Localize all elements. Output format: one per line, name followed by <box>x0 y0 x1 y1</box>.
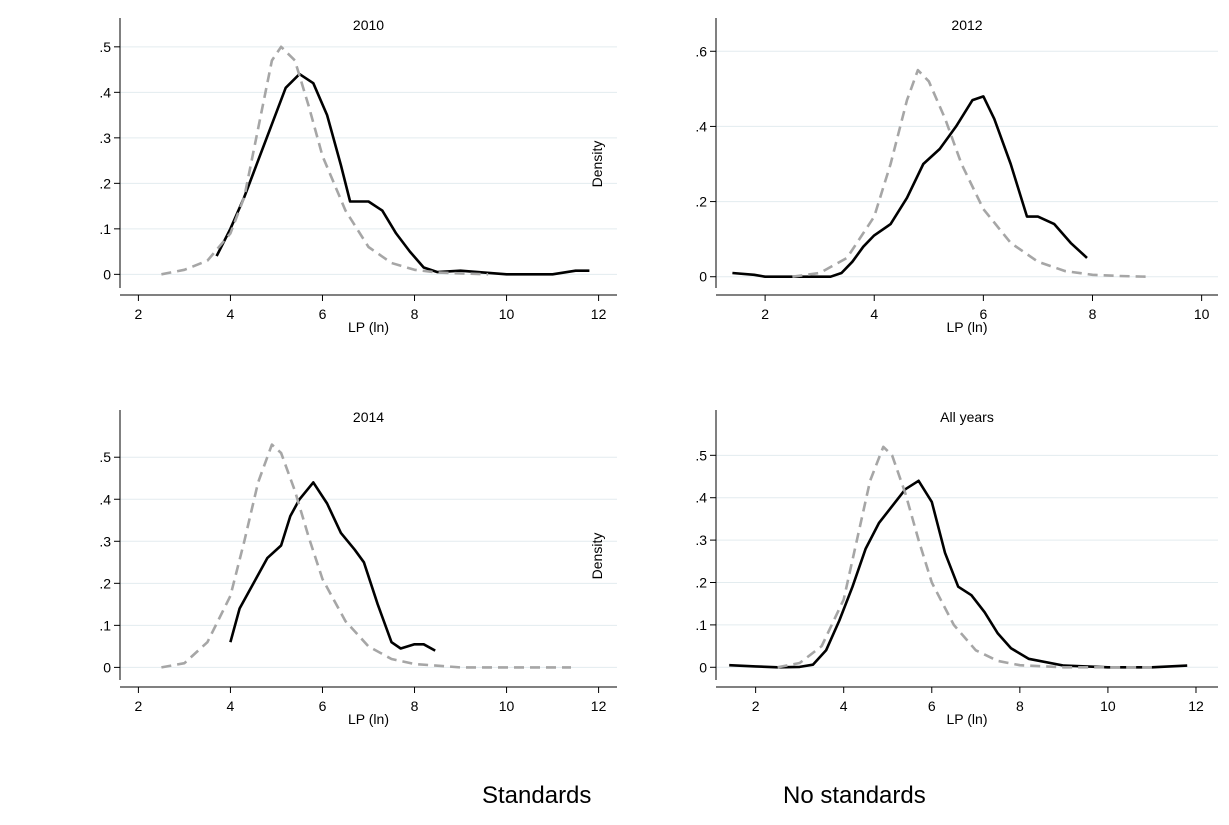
x-tick-label: 4 <box>870 306 878 322</box>
panel-2010: 0 .1 .2 .3 .4 .5 2 4 6 8 10 12 2010 LP (ln) <box>99 17 617 335</box>
x-axis-label: LP (ln) <box>947 711 988 727</box>
panel-title: All years <box>940 409 994 425</box>
x-tick-label: 10 <box>499 306 515 322</box>
panel-2014: 0 .1 .2 .3 .4 .5 2 4 6 8 10 12 2014 LP (ln) <box>99 409 617 727</box>
panel-title: 2014 <box>353 409 384 425</box>
y-tick-label: .2 <box>99 175 111 191</box>
y-tick-label: 0 <box>103 266 111 282</box>
y-tick-label: .6 <box>695 43 707 59</box>
x-tick-label: 6 <box>979 306 987 322</box>
y-axis-label: Density <box>589 141 605 188</box>
legend-label-standards: Standards <box>482 782 592 809</box>
x-tick-label: 8 <box>411 698 419 714</box>
y-tick-label: .5 <box>99 39 111 55</box>
y-tick-label: .4 <box>99 491 111 507</box>
x-tick-label: 4 <box>227 698 235 714</box>
x-tick-label: 8 <box>1016 698 1024 714</box>
x-tick-label: 4 <box>840 698 848 714</box>
x-axis-label: LP (ln) <box>947 319 988 335</box>
panel-title: 2012 <box>951 17 982 33</box>
y-tick-label: .4 <box>695 118 707 134</box>
y-tick-label: .1 <box>695 617 707 633</box>
legend: Standards No standards <box>0 770 1229 820</box>
x-tick-label: 12 <box>591 306 607 322</box>
x-tick-label: 8 <box>1089 306 1097 322</box>
x-tick-label: 10 <box>1194 306 1210 322</box>
y-tick-label: .1 <box>99 221 111 237</box>
x-tick-label: 6 <box>319 698 327 714</box>
legend-label-no-standards: No standards <box>783 782 926 809</box>
series-line-no-standards <box>161 443 571 669</box>
y-tick-label: .3 <box>99 130 111 146</box>
x-tick-label: 2 <box>135 306 143 322</box>
x-tick-label: 10 <box>499 698 515 714</box>
x-axis-label: LP (ln) <box>348 319 389 335</box>
y-tick-label: 0 <box>699 269 707 285</box>
x-tick-label: 10 <box>1100 698 1116 714</box>
x-tick-label: 12 <box>1188 698 1204 714</box>
y-tick-label: .5 <box>695 447 707 463</box>
series-line-no-standards <box>792 68 1148 278</box>
y-tick-label: .5 <box>99 449 111 465</box>
series-line-standards <box>215 72 590 276</box>
series-line-no-standards <box>161 45 489 276</box>
series-line-standards <box>229 481 436 652</box>
series-line-standards <box>729 479 1188 669</box>
x-tick-label: 8 <box>411 306 419 322</box>
y-tick-label: .2 <box>695 574 707 590</box>
y-tick-label: .2 <box>99 575 111 591</box>
panel-title: 2010 <box>353 17 384 33</box>
panel-all-years: 0 .1 .2 .3 .4 .5 2 4 6 8 10 12 All years LP (ln) Densi… <box>589 409 1218 727</box>
y-tick-label: .3 <box>99 533 111 549</box>
y-tick-label: .4 <box>99 84 111 100</box>
x-tick-label: 6 <box>928 698 936 714</box>
x-tick-label: 6 <box>319 306 327 322</box>
panel-2012: 0 .2 .4 .6 2 4 6 8 10 2012 LP (ln) Density <box>589 17 1218 335</box>
y-tick-label: .4 <box>695 490 707 506</box>
x-tick-label: 2 <box>752 698 760 714</box>
y-tick-label: .1 <box>99 617 111 633</box>
series-line-no-standards <box>777 445 1152 669</box>
x-axis-label: LP (ln) <box>348 711 389 727</box>
y-tick-label: .3 <box>695 532 707 548</box>
y-tick-label: 0 <box>103 659 111 675</box>
y-tick-label: .2 <box>695 194 707 210</box>
y-axis-label: Density <box>589 533 605 580</box>
x-tick-label: 12 <box>591 698 607 714</box>
x-tick-label: 4 <box>227 306 235 322</box>
x-tick-label: 2 <box>135 698 143 714</box>
series-line-standards <box>732 95 1088 279</box>
x-tick-label: 2 <box>761 306 769 322</box>
y-tick-label: 0 <box>699 659 707 675</box>
